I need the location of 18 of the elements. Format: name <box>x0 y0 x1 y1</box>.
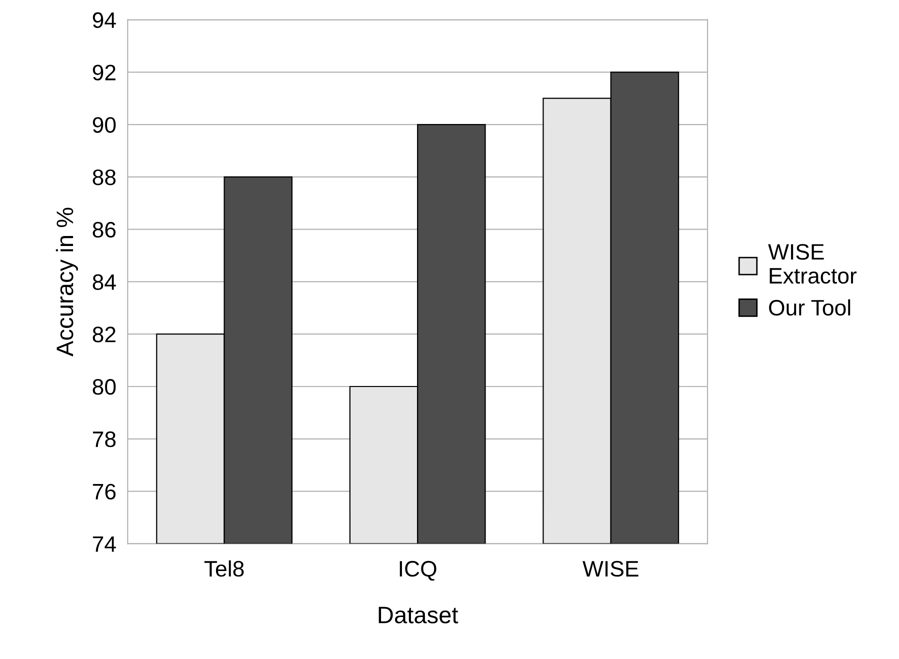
x-tick-label: ICQ <box>400 560 436 581</box>
x-tick-label: WISE <box>582 560 638 577</box>
x-tick-label: Tel8 <box>204 560 244 577</box>
y-tick-label: 92 <box>92 64 116 80</box>
y-tick-label: 80 <box>92 379 116 395</box>
y-tick-label: 94 <box>92 12 116 28</box>
x-axis-title: Dataset <box>378 606 458 624</box>
y-tick-label: 82 <box>92 326 116 342</box>
y-tick-label: 76 <box>92 484 116 500</box>
legend-label: WISE Extractor <box>768 244 857 284</box>
y-tick-label: 78 <box>92 431 116 448</box>
legend-label: Our Tool <box>769 299 850 316</box>
y-tick-label: 90 <box>92 117 116 133</box>
y-tick-label: 86 <box>92 222 116 238</box>
y-tick-label: 74 <box>92 536 116 552</box>
y-tick-label: 88 <box>92 169 116 186</box>
y-tick-label: 84 <box>92 274 116 290</box>
y-axis-title: Accuracy in % <box>56 208 78 356</box>
